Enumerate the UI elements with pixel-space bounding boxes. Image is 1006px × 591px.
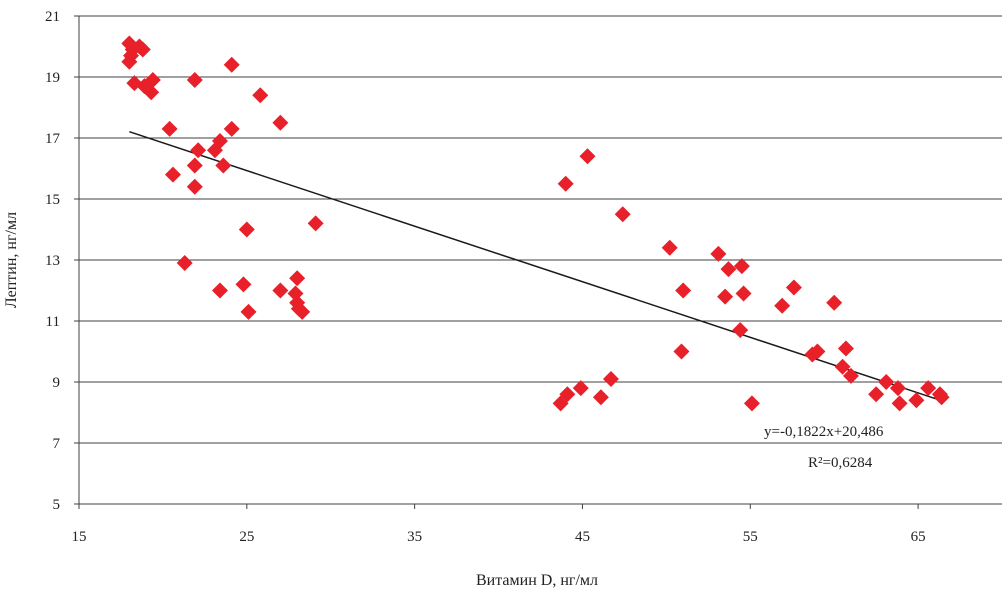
y-tick-label-15: 15 — [45, 192, 60, 208]
x-tick-label-25: 25 — [239, 529, 254, 545]
r-squared-label: R²=0,6284 — [808, 455, 873, 471]
x-tick-label-55: 55 — [743, 529, 758, 545]
y-tick-label-17: 17 — [45, 131, 61, 147]
y-tick-label-13: 13 — [45, 253, 60, 269]
y-tick-label-11: 11 — [46, 314, 60, 330]
x-tick-label-65: 65 — [911, 529, 926, 545]
x-tick-label-35: 35 — [407, 529, 422, 545]
y-tick-label-9: 9 — [53, 375, 61, 391]
y-tick-label-19: 19 — [45, 70, 60, 86]
trendline-equation: y=-0,1822x+20,486 — [764, 424, 884, 440]
y-tick-label-5: 5 — [53, 497, 61, 513]
y-axis-title: Лептин, нг/мл — [3, 212, 20, 308]
x-tick-label-15: 15 — [72, 529, 87, 545]
y-tick-label-7: 7 — [53, 436, 61, 452]
x-axis-title: Витамин D, нг/мл — [476, 572, 598, 589]
x-tick-label-45: 45 — [575, 529, 590, 545]
y-tick-label-21: 21 — [45, 9, 60, 25]
